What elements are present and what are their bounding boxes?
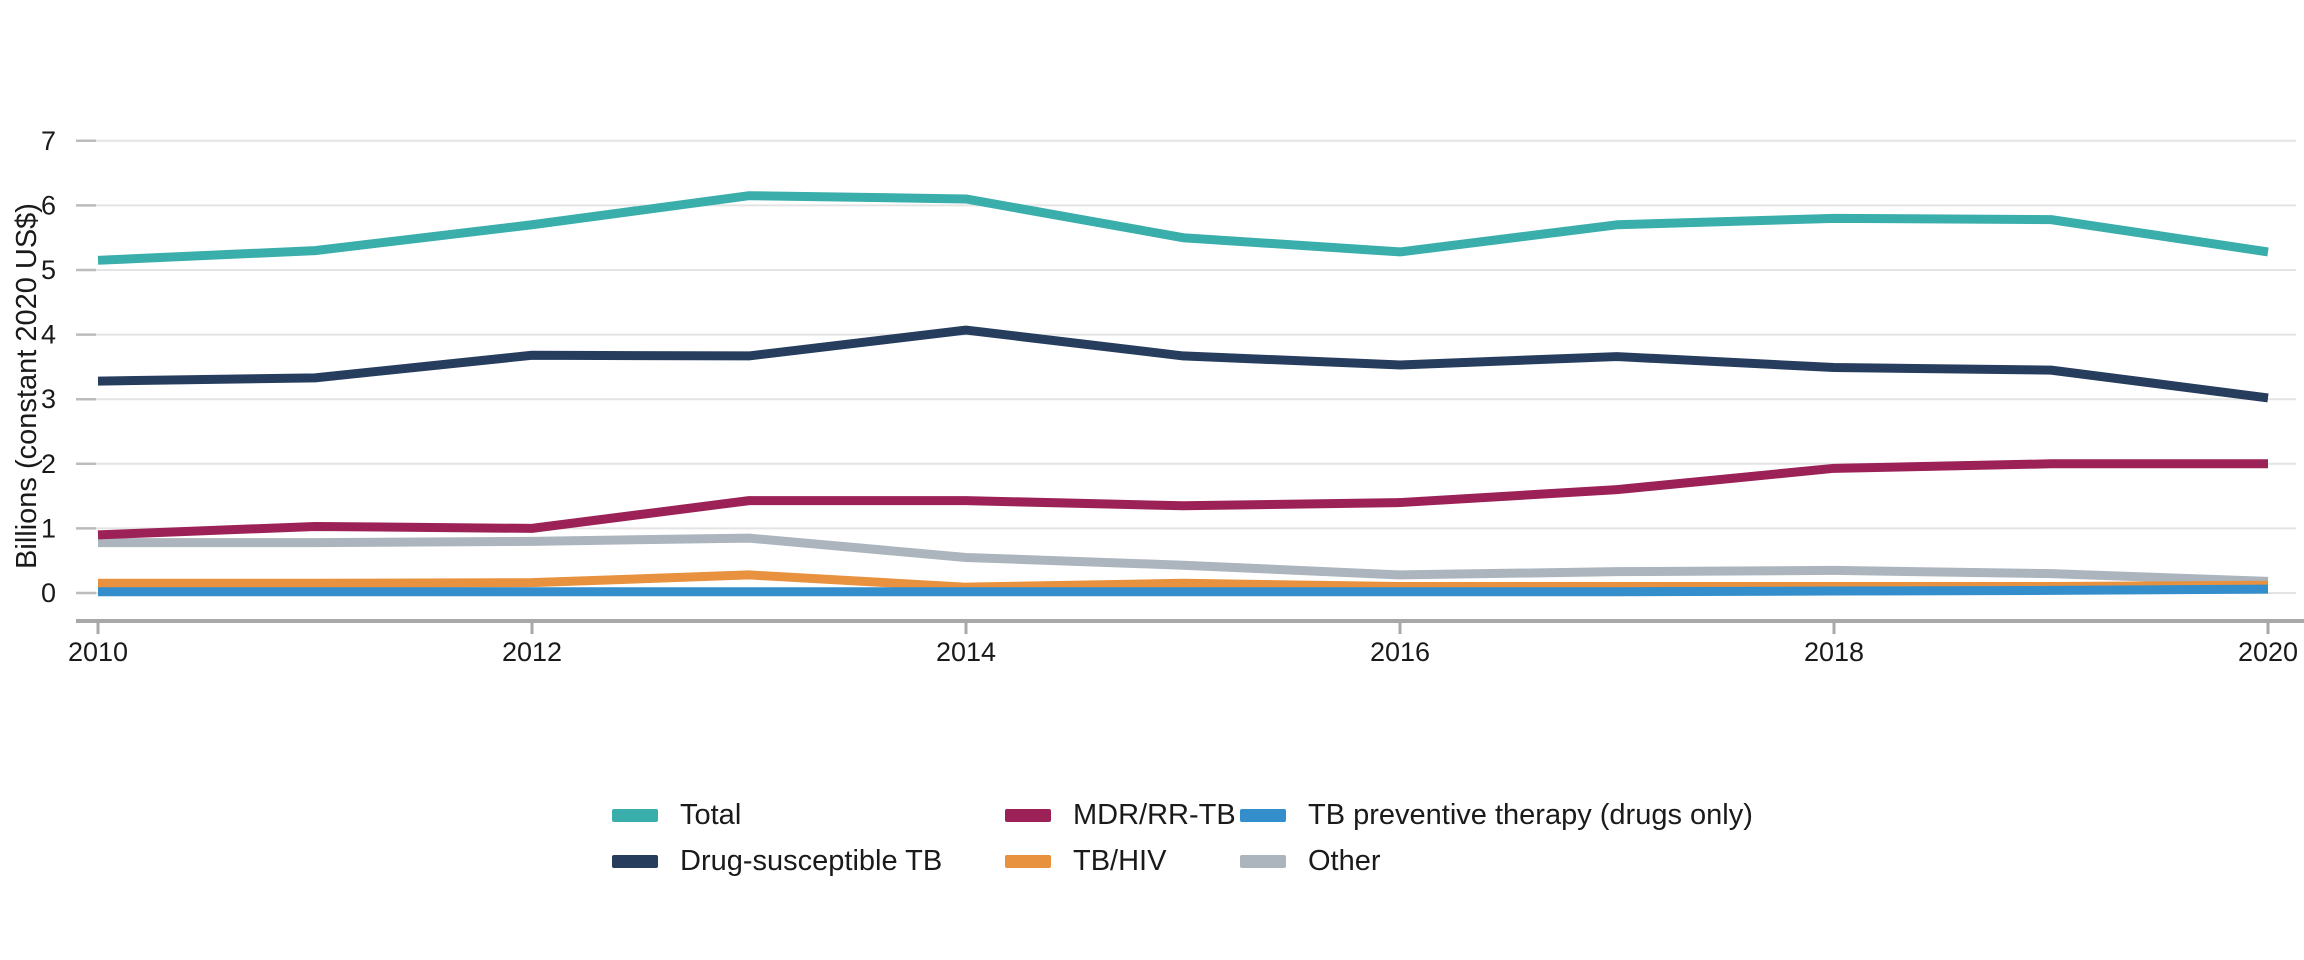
series-line-mdr-rr-tb — [97, 459, 2268, 540]
y-axis-title: Billions (constant 2020 US$) — [11, 203, 43, 569]
legend-item-mdr-rr-tb: MDR/RR-TB — [1005, 798, 1236, 832]
y-tick-label: 1 — [41, 513, 56, 543]
y-tick-label: 7 — [41, 126, 56, 156]
legend-label: MDR/RR-TB — [1073, 799, 1236, 831]
axis-labels: 0 1 2 3 4 5 6 7 2010 2012 2014 2016 2018 2020 Billions… — [11, 126, 2298, 667]
legend-swatch — [612, 808, 658, 822]
y-tick-label: 5 — [41, 255, 56, 285]
legend-label: TB/HIV — [1073, 845, 1167, 877]
y-tick-label: 2 — [41, 449, 56, 479]
series-line-other — [98, 533, 2269, 586]
legend-swatch — [612, 854, 658, 868]
series-line-total — [97, 191, 2269, 265]
legend-swatch — [1005, 808, 1051, 822]
legend-item-tb-preventive-therapy-drugs-only: TB preventive therapy (drugs only) — [1240, 798, 1753, 832]
legend-swatch — [1005, 854, 1051, 868]
axes — [76, 619, 2304, 634]
data-series-lines — [97, 191, 2269, 597]
legend-item-total: Total — [612, 798, 741, 832]
legend-item-drug-susceptible-tb: Drug-susceptible TB — [612, 844, 942, 878]
y-tick-label: 4 — [41, 320, 56, 350]
legend-label: Other — [1308, 845, 1381, 877]
legend-swatch — [1240, 808, 1286, 822]
series-line-tb-hiv — [98, 570, 2269, 592]
y-tick-label: 3 — [41, 384, 56, 414]
x-tick-label: 2018 — [1804, 637, 1864, 667]
x-tick-label: 2020 — [2238, 637, 2298, 667]
x-tick-label: 2014 — [936, 637, 996, 667]
x-tick-label: 2016 — [1370, 637, 1430, 667]
x-tick-label: 2012 — [502, 637, 562, 667]
y-tick-label: 6 — [41, 190, 56, 220]
x-tick-label: 2010 — [68, 637, 128, 667]
legend-label: Total — [680, 799, 742, 831]
series-line-drug-susceptible-tb — [97, 325, 2269, 403]
legend-item-other: Other — [1240, 844, 1381, 878]
legend-label: Drug-susceptible TB — [680, 845, 943, 877]
y-tick-label: 0 — [41, 578, 56, 608]
legend-item-tb-hiv: TB/HIV — [1005, 844, 1166, 878]
tb-spending-line-chart: 0 1 2 3 4 5 6 7 2010 2012 2014 2016 2018 2020 Billions… — [11, 126, 2304, 667]
series-line-tb-preventive-therapy-drugs-only — [98, 584, 2269, 597]
legend-swatch — [1240, 854, 1286, 868]
legend-label: TB preventive therapy (drugs only) — [1308, 799, 1753, 831]
